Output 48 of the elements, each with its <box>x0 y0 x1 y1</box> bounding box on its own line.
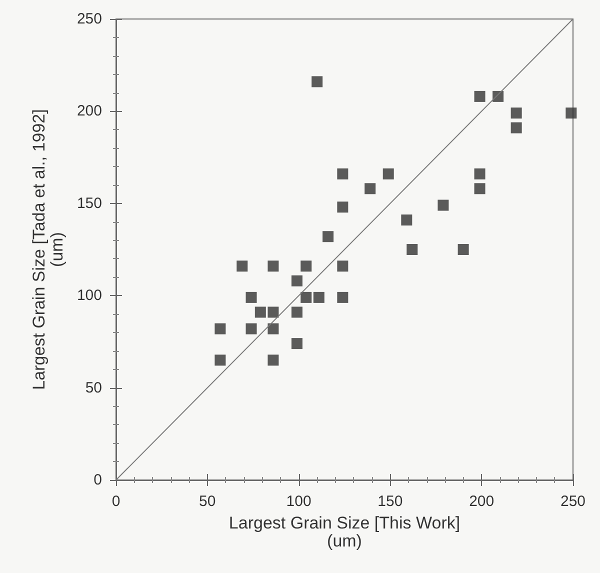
point <box>300 260 312 272</box>
point <box>268 260 279 272</box>
point <box>236 260 248 272</box>
point <box>337 260 348 272</box>
x-tick-label: 200 <box>469 493 494 510</box>
point <box>337 168 348 180</box>
point <box>382 168 394 180</box>
y-tick-label: 150 <box>76 194 102 212</box>
point <box>268 306 279 318</box>
x-tick-label: 100 <box>286 493 312 510</box>
point <box>313 292 324 303</box>
point <box>364 183 376 194</box>
point <box>312 76 323 88</box>
point <box>254 306 266 318</box>
y-tick-label: 50 <box>85 379 102 396</box>
point <box>510 108 522 119</box>
y-tick-label: 250 <box>76 10 102 28</box>
point <box>291 306 302 318</box>
x-axis-title: Largest Grain Size [This Work] (um) <box>228 513 460 550</box>
point <box>510 122 522 134</box>
point <box>214 354 226 366</box>
point <box>406 244 418 255</box>
y-axis-title: Largest Grain Size [Tada et al., 1992] (um) <box>30 109 67 390</box>
point <box>246 323 257 334</box>
y-tick-label: 0 <box>94 472 102 488</box>
point <box>291 338 302 350</box>
point <box>268 354 279 366</box>
point <box>246 292 257 303</box>
y-tick-label: 100 <box>76 287 102 304</box>
point <box>474 183 486 194</box>
point <box>322 231 334 242</box>
point <box>566 108 577 119</box>
point <box>438 200 449 211</box>
x-tick-label: 0 <box>112 493 120 510</box>
point <box>300 292 312 303</box>
x-tick-label: 150 <box>378 493 403 510</box>
point <box>474 90 486 102</box>
x-tick-label: 250 <box>560 493 586 510</box>
x-tick-label: 50 <box>199 493 216 510</box>
point <box>214 323 226 334</box>
point <box>268 323 279 334</box>
point <box>337 202 348 213</box>
point <box>401 214 412 226</box>
y-tick-label: 200 <box>76 102 102 120</box>
point <box>291 275 302 286</box>
point <box>458 244 469 255</box>
point <box>337 292 348 303</box>
point <box>474 168 486 180</box>
